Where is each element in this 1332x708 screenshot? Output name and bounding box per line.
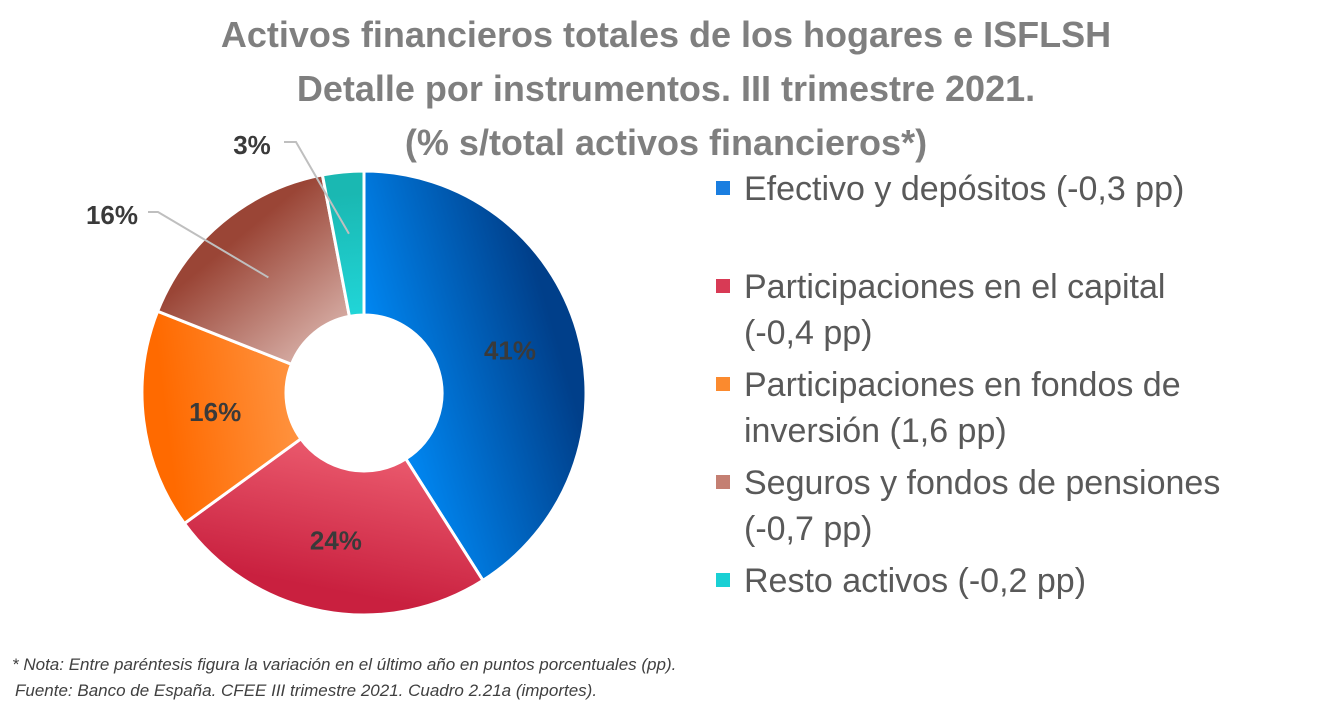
legend-label-fondos-inversion: Participaciones en fondos de inversión (… — [744, 366, 1181, 450]
legend-swatch-efectivo — [716, 181, 730, 195]
leader-line-seguros-pensiones — [148, 211, 269, 279]
footnote-fuente: Fuente: Banco de España. CFEE III trimes… — [15, 681, 598, 700]
legend-item-seguros-pensiones: Seguros y fondos de pensiones (-0,7 pp) — [716, 460, 1316, 552]
data-label-fondos-inversion: 16% — [189, 397, 241, 427]
legend-item-efectivo: Efectivo y depósitos (-0,3 pp) — [716, 166, 1316, 212]
footnotes: * Nota: Entre paréntesis figura la varia… — [12, 652, 676, 704]
legend-item-resto-activos: Resto activos (-0,2 pp) — [716, 558, 1316, 604]
data-label-efectivo: 41% — [484, 336, 536, 366]
slice-participaciones-capital — [182, 436, 486, 617]
leader-line-resto-activos — [284, 141, 350, 235]
footnote-nota: * Nota: Entre paréntesis figura la varia… — [12, 655, 677, 674]
legend-swatch-participaciones-capital — [716, 279, 730, 293]
legend-label-efectivo: Efectivo y depósitos (-0,3 pp) — [744, 170, 1185, 208]
legend-swatch-fondos-inversion — [716, 377, 730, 391]
chart-title-line-3: (% s/total activos financieros*) — [404, 122, 928, 163]
data-label-participaciones-capital: 24% — [310, 525, 362, 555]
legend-swatch-resto-activos — [716, 573, 730, 587]
legend-swatch-seguros-pensiones — [716, 475, 730, 489]
legend-label-participaciones-capital: Participaciones en el capital (-0,4 pp) — [744, 268, 1166, 352]
legend-label-resto-activos: Resto activos (-0,2 pp) — [744, 562, 1087, 600]
legend-label-seguros-pensiones: Seguros y fondos de pensiones (-0,7 pp) — [744, 464, 1221, 548]
data-label-seguros-pensiones: 16% — [86, 200, 138, 230]
slice-fondos-inversion — [140, 309, 303, 526]
legend-item-fondos-inversion: Participaciones en fondos de inversión (… — [716, 362, 1316, 454]
chart-title: Activos financieros totales de los hogar… — [0, 8, 1332, 170]
legend-item-participaciones-capital: Participaciones en el capital (-0,4 pp) — [716, 264, 1316, 356]
chart-title-line-1: Activos financieros totales de los hogar… — [220, 14, 1112, 55]
data-label-resto-activos: 3% — [233, 130, 271, 160]
chart-title-line-2: Detalle por instrumentos. III trimestre … — [296, 68, 1036, 109]
donut-chart: 41% 24% 16% 16% 3% — [86, 130, 588, 617]
